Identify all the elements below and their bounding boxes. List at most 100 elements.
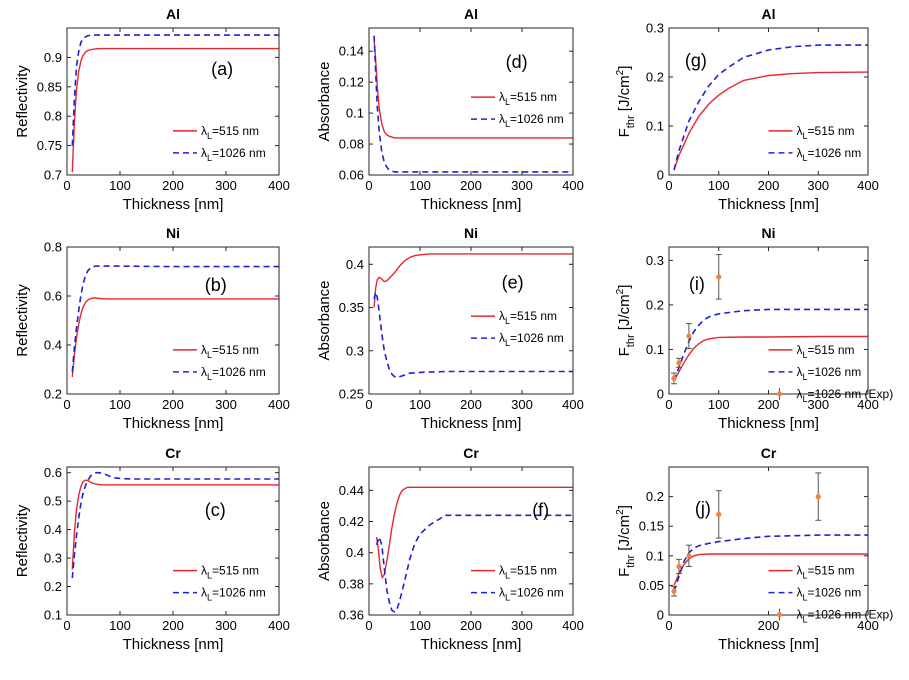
series-line-red: [71, 297, 279, 377]
y-tick-label: 0.42: [339, 514, 364, 529]
experimental-point: [716, 274, 722, 280]
experimental-point: [676, 563, 682, 570]
legend-entry: λL=1026 nm (Exp): [776, 608, 894, 625]
x-tick-label: 0: [63, 397, 70, 412]
x-tick-label: 0: [665, 618, 672, 633]
y-tick-label: 0.44: [339, 483, 364, 498]
x-tick-label: 0: [365, 178, 372, 193]
y-axis-label: Fthr [J/cm2]: [615, 66, 637, 138]
x-tick-label: 400: [268, 397, 290, 412]
y-tick-label: 0.1: [646, 119, 664, 134]
legend-label: λL=1026 nm (Exp): [797, 608, 894, 625]
y-axis-label: Absorbance: [316, 280, 333, 360]
panel-title: Al: [762, 6, 776, 22]
panel-label: (b): [205, 275, 227, 295]
y-axis-label: Reflectivity: [14, 284, 31, 357]
y-axis-label: Reflectivity: [14, 504, 31, 577]
x-axis-label: Thickness [nm]: [421, 636, 522, 653]
x-tick-label: 400: [268, 618, 290, 633]
series-line-red: [673, 71, 869, 171]
x-tick-label: 0: [665, 397, 672, 412]
legend-label: λL=1026 nm: [499, 586, 564, 603]
x-tick-label: 400: [268, 178, 290, 193]
x-tick-label: 400: [857, 178, 879, 193]
series-line-blue: [373, 35, 573, 173]
panel-title: Al: [166, 6, 180, 22]
panel-label: (e): [502, 272, 524, 292]
y-tick-label: 0.3: [646, 253, 664, 268]
y-tick-label: 0: [657, 387, 664, 402]
x-tick-label: 100: [109, 178, 131, 193]
legend-label: λL=515 nm: [797, 124, 855, 141]
experimental-point: [815, 494, 821, 500]
panel-title: Ni: [464, 225, 478, 241]
legend-label: λL=1026 nm: [201, 365, 266, 382]
y-tick-label: 0.2: [646, 297, 664, 312]
panel-d: Al 0 100 200 300 400 0.06 0.08 0.1 0.12 0.14 Thickn…: [316, 6, 584, 213]
legend-label: λL=1026 nm: [797, 365, 862, 382]
experimental-point: [686, 333, 692, 339]
y-tick-label: 0.1: [44, 608, 62, 623]
y-tick-label: 0.1: [646, 342, 664, 357]
x-tick-label: 300: [807, 397, 829, 412]
y-tick-label: 0.1: [646, 548, 664, 563]
legend-entry: λL=1026 nm: [471, 586, 564, 603]
x-axis-label: Thickness [nm]: [123, 415, 224, 432]
panel-label: (i): [689, 274, 705, 294]
y-tick-label: 0.25: [339, 387, 364, 402]
series-line-blue: [673, 308, 868, 381]
y-tick-label: 0.5: [44, 494, 62, 509]
panel-label: (a): [211, 59, 233, 79]
legend-marker: [776, 391, 783, 397]
x-tick-label: 300: [511, 618, 533, 633]
panel-label: (d): [506, 52, 528, 72]
x-axis-label: Thickness [nm]: [123, 196, 224, 213]
legend-label: λL=515 nm: [201, 564, 259, 581]
x-tick-label: 400: [562, 618, 584, 633]
y-tick-label: 0.3: [44, 551, 62, 566]
x-tick-label: 0: [63, 618, 70, 633]
y-tick-label: 0.3: [646, 21, 664, 36]
y-tick-label: 0.85: [37, 79, 62, 94]
panel-title: Cr: [165, 445, 181, 461]
y-tick-label: 0.7: [44, 168, 62, 183]
panel-b: Ni 0 100 200 300 400 0.2 0.4 0.6 0.8 Thickness [nm…: [14, 225, 290, 432]
legend-label: λL=515 nm: [201, 124, 259, 141]
x-tick-label: 400: [857, 618, 879, 633]
x-tick-label: 200: [162, 397, 184, 412]
legend-label: λL=1026 nm: [499, 112, 564, 129]
legend-label: λL=1026 nm: [201, 146, 266, 163]
panel-title: Ni: [166, 225, 180, 241]
y-axis-label: Absorbance: [316, 501, 333, 581]
x-tick-label: 100: [109, 618, 131, 633]
x-tick-label: 0: [665, 178, 672, 193]
legend-label: λL=515 nm: [797, 564, 855, 581]
x-tick-label: 100: [708, 397, 730, 412]
x-tick-label: 400: [857, 397, 879, 412]
panel-a: Al 0 100 200 300 400 0.7 0.75 0.8 0.85 0.9 Thicknes…: [14, 6, 290, 213]
x-tick-label: 100: [409, 397, 431, 412]
panel-c: Cr 0 100 200 300 400 0.1 0.2 0.3 0.4 0.5 0.6 Thickne…: [14, 445, 290, 653]
y-tick-label: 0.8: [44, 240, 62, 255]
legend-label: λL=1026 nm: [797, 586, 862, 603]
legend-entry: λL=1026 nm: [471, 112, 564, 129]
y-tick-label: 0.3: [346, 343, 364, 358]
legend-entry: λL=1026 nm (Exp): [776, 387, 893, 404]
y-tick-label: 0.2: [44, 387, 62, 402]
series-line-red: [373, 253, 573, 308]
x-tick-label: 400: [562, 397, 584, 412]
legend-entry: λL=1026 nm: [471, 331, 564, 348]
x-tick-label: 300: [511, 397, 533, 412]
y-axis-label: Fthr [J/cm2]: [615, 505, 637, 577]
x-tick-label: 200: [758, 618, 780, 633]
x-tick-label: 200: [758, 397, 780, 412]
experimental-point: [671, 375, 677, 382]
series-line-blue: [373, 288, 573, 379]
y-tick-label: 0.05: [639, 578, 664, 593]
series-line-red: [673, 335, 868, 381]
x-tick-label: 0: [365, 618, 372, 633]
panel-j: Cr 0 200 400 0 0.05 0.1 0.15 0.2 Thickness [nm] Ft…: [615, 445, 893, 653]
y-tick-label: 0.4: [44, 522, 62, 537]
x-axis-label: Thickness [nm]: [123, 636, 224, 653]
x-tick-label: 200: [162, 178, 184, 193]
